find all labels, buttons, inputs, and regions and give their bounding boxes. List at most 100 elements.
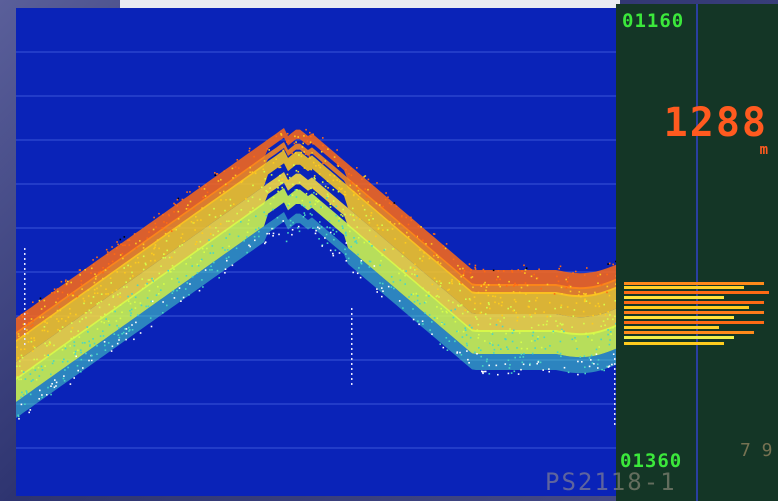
echo-speckle <box>431 283 434 286</box>
echo-speckle <box>216 173 219 175</box>
echo-speckle <box>38 299 41 302</box>
echo-speckle <box>124 271 126 274</box>
noise-trace <box>351 363 353 365</box>
echo-speckle <box>324 237 326 239</box>
echo-speckle <box>266 232 268 235</box>
echo-speckle <box>80 351 82 354</box>
echo-speckle <box>393 248 395 250</box>
echo-speckle <box>615 260 616 263</box>
echo-speckle <box>151 277 153 280</box>
echo-speckle <box>320 151 323 153</box>
echo-speckle <box>363 241 366 244</box>
echo-speckle <box>121 311 123 314</box>
echo-speckle <box>534 347 536 349</box>
echo-speckle <box>31 350 34 352</box>
echo-speckle <box>461 312 464 315</box>
echo-speckle <box>289 219 292 222</box>
echo-speckle <box>33 337 35 339</box>
echo-speckle <box>531 352 534 355</box>
noise-trace <box>614 393 616 395</box>
echo-speckle <box>174 228 177 231</box>
echo-speckle <box>529 364 531 366</box>
echo-speckle <box>234 174 237 177</box>
echo-speckle <box>240 209 243 211</box>
echo-speckle <box>557 280 560 283</box>
echo-speckle <box>76 295 79 298</box>
echo-speckle <box>575 302 578 304</box>
echo-speckle <box>61 318 63 320</box>
echo-speckle <box>385 192 387 194</box>
echo-speckle <box>479 312 482 314</box>
echo-speckle <box>360 260 363 262</box>
echo-speckle <box>269 202 272 205</box>
noise-trace <box>24 283 26 285</box>
echo-speckle <box>338 220 340 222</box>
echo-speckle <box>173 202 175 205</box>
echo-speckle <box>165 240 168 242</box>
echo-speckle <box>507 372 510 375</box>
echo-speckle <box>217 230 219 233</box>
echo-speckle <box>91 267 93 270</box>
echo-speckle <box>584 299 586 302</box>
echo-speckle <box>116 247 118 249</box>
echo-speckle <box>582 310 585 313</box>
echo-speckle <box>405 270 407 272</box>
echo-speckle <box>548 368 550 370</box>
echo-speckle <box>436 306 438 308</box>
echo-speckle <box>161 227 164 229</box>
echo-speckle <box>336 179 338 181</box>
echo-speckle <box>85 316 87 319</box>
echo-speckle <box>584 372 586 375</box>
echo-speckle <box>121 333 123 335</box>
depth-unit: m <box>759 142 768 158</box>
echo-speckle <box>560 355 562 358</box>
echo-speckle <box>610 331 612 333</box>
echo-speckle <box>321 181 324 183</box>
echo-speckle <box>387 285 390 288</box>
echo-speckle <box>353 237 355 239</box>
echo-speckle <box>560 329 563 332</box>
echo-speckle <box>529 314 531 316</box>
side-note: 7 9 <box>740 440 773 461</box>
echo-speckle <box>21 316 24 318</box>
echo-speckle <box>447 289 449 291</box>
echo-speckle <box>275 158 277 160</box>
echo-speckle <box>352 194 355 197</box>
echo-speckle <box>491 333 494 335</box>
echo-speckle <box>263 160 266 162</box>
echo-speckle <box>468 298 471 300</box>
echo-speckle <box>135 321 137 324</box>
echo-speckle <box>17 333 20 335</box>
echo-speckle <box>265 189 267 192</box>
echo-speckle <box>303 212 306 214</box>
echo-speckle <box>209 233 212 235</box>
echo-speckle <box>345 253 347 255</box>
echo-speckle <box>118 327 120 329</box>
echo-speckle <box>218 277 220 279</box>
noise-trace <box>614 418 616 420</box>
echo-speckle <box>168 214 170 217</box>
echo-speckle <box>384 248 387 251</box>
echo-speckle <box>282 220 284 222</box>
echo-speckle <box>369 260 372 263</box>
echo-speckle <box>457 330 459 333</box>
echo-speckle <box>594 291 596 294</box>
echo-speckle <box>350 245 352 248</box>
echo-speckle <box>586 267 588 269</box>
echo-speckle <box>139 302 142 304</box>
echo-speckle <box>248 147 251 150</box>
echo-speckle <box>476 353 478 355</box>
echo-speckle <box>27 332 29 335</box>
echo-speckle <box>118 339 120 341</box>
echo-speckle <box>437 288 439 290</box>
echo-speckle <box>398 222 401 225</box>
echo-speckle <box>263 170 266 173</box>
echo-speckle <box>546 283 549 286</box>
echo-speckle <box>588 357 591 359</box>
echo-speckle <box>524 269 527 271</box>
echo-speckle <box>489 307 491 310</box>
echo-speckle <box>604 313 607 316</box>
echo-speckle <box>303 167 306 169</box>
echo-speckle <box>322 144 324 147</box>
echo-speckle <box>484 313 487 315</box>
